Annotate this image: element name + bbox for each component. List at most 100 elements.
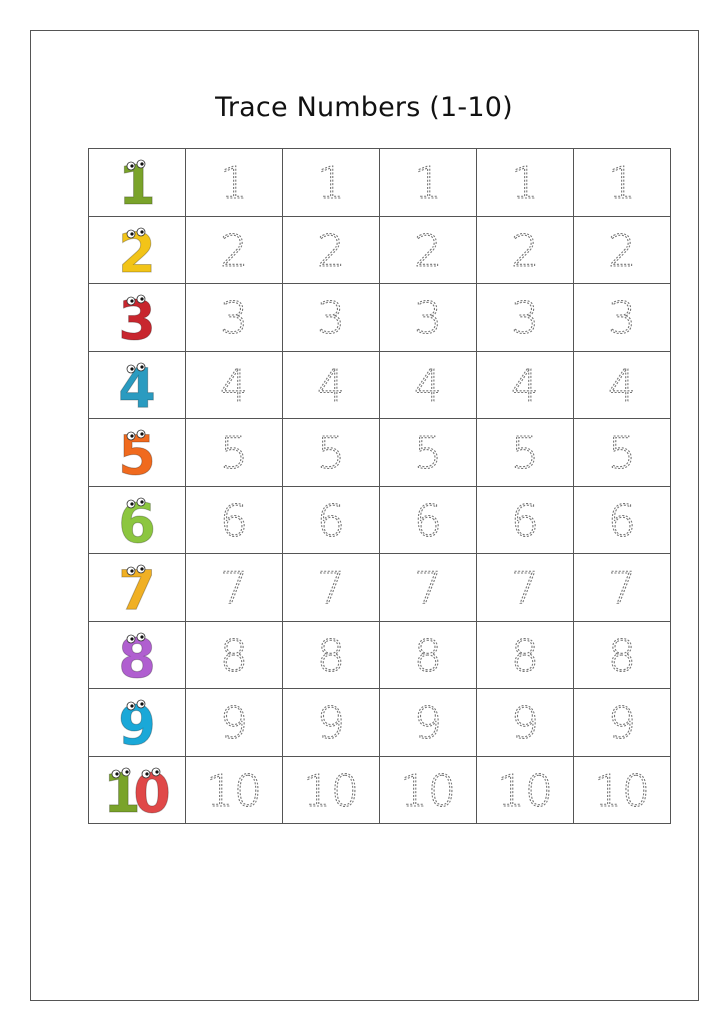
trace-cell[interactable]: 7 [476, 553, 574, 622]
dotted-trace-number: 6 [220, 496, 248, 547]
trace-cell[interactable]: 4 [573, 350, 671, 419]
trace-cell[interactable]: 2 [185, 215, 283, 284]
pupil [130, 502, 134, 506]
trace-cell[interactable]: 7 [282, 553, 380, 622]
table-row: 1 1 1 1 1 1 [88, 148, 671, 217]
dotted-trace-number: 6 [317, 496, 345, 547]
trace-cell[interactable]: 6 [379, 485, 477, 554]
dotted-trace-number: 10 [497, 766, 553, 817]
pupil [130, 164, 134, 168]
dotted-trace-number: 2 [220, 226, 248, 277]
dotted-trace-number: 5 [511, 428, 539, 479]
dotted-trace-number: 3 [317, 293, 345, 344]
monster-number-cell: 2 [88, 215, 186, 284]
table-row: 6 6 6 6 6 6 [88, 485, 671, 554]
dotted-trace-number: 8 [414, 631, 442, 682]
trace-cell[interactable]: 3 [573, 283, 671, 352]
trace-cell[interactable]: 3 [476, 283, 574, 352]
dotted-trace-number: 4 [511, 361, 539, 412]
table-row: 9 9 9 9 9 9 [88, 688, 671, 757]
table-row: 3 3 3 3 3 3 [88, 283, 671, 352]
table-row: 5 5 5 5 5 5 [88, 418, 671, 487]
trace-cell[interactable]: 8 [379, 620, 477, 689]
trace-cell[interactable]: 7 [185, 553, 283, 622]
trace-cell[interactable]: 3 [282, 283, 380, 352]
dotted-trace-number: 4 [414, 361, 442, 412]
pupil [130, 299, 134, 303]
trace-cell[interactable]: 8 [282, 620, 380, 689]
dotted-trace-number: 3 [220, 293, 248, 344]
trace-cell[interactable]: 5 [573, 418, 671, 487]
trace-cell[interactable]: 9 [379, 688, 477, 757]
trace-cell[interactable]: 10 [573, 755, 671, 824]
trace-cell[interactable]: 6 [476, 485, 574, 554]
trace-cell[interactable]: 9 [476, 688, 574, 757]
table-row: 1 0 10 10 10 10 10 [88, 755, 671, 824]
pupil [125, 770, 129, 774]
pupil [140, 230, 144, 234]
trace-cell[interactable]: 1 [573, 148, 671, 217]
trace-cell[interactable]: 9 [185, 688, 283, 757]
monster-number-icon: 3 [118, 289, 157, 348]
trace-cell[interactable]: 4 [282, 350, 380, 419]
trace-cell[interactable]: 10 [282, 755, 380, 824]
dotted-trace-number: 8 [317, 631, 345, 682]
trace-cell[interactable]: 5 [379, 418, 477, 487]
dotted-trace-number: 5 [220, 428, 248, 479]
trace-cell[interactable]: 1 [379, 148, 477, 217]
pupil [140, 500, 144, 504]
trace-cell[interactable]: 8 [185, 620, 283, 689]
trace-cell[interactable]: 5 [476, 418, 574, 487]
trace-cell[interactable]: 9 [282, 688, 380, 757]
trace-cell[interactable]: 2 [573, 215, 671, 284]
monster-digit: 4 [118, 357, 156, 415]
monster-number-icon: 10 [103, 761, 172, 820]
pupil [130, 637, 134, 641]
trace-cell[interactable]: 2 [379, 215, 477, 284]
dotted-trace-number: 8 [220, 631, 248, 682]
pupil [130, 569, 134, 573]
trace-cell[interactable]: 6 [282, 485, 380, 554]
trace-cell[interactable]: 2 [476, 215, 574, 284]
trace-cell[interactable]: 5 [282, 418, 380, 487]
monster-number-icon: 8 [118, 626, 157, 685]
trace-cell[interactable]: 8 [476, 620, 574, 689]
trace-cell[interactable]: 2 [282, 215, 380, 284]
monster-number-icon: 1 [118, 154, 157, 213]
dotted-trace-number: 1 [511, 158, 539, 209]
trace-cell[interactable]: 9 [573, 688, 671, 757]
dotted-trace-number: 1 [414, 158, 442, 209]
trace-cell[interactable]: 1 [185, 148, 283, 217]
trace-cell[interactable]: 4 [379, 350, 477, 419]
trace-cell[interactable]: 10 [185, 755, 283, 824]
dotted-trace-number: 4 [317, 361, 345, 412]
dotted-trace-number: 7 [220, 563, 248, 614]
trace-cell[interactable]: 8 [573, 620, 671, 689]
dotted-trace-number: 5 [317, 428, 345, 479]
dotted-trace-number: 3 [511, 293, 539, 344]
trace-cell[interactable]: 10 [379, 755, 477, 824]
trace-cell[interactable]: 4 [476, 350, 574, 419]
trace-cell[interactable]: 1 [476, 148, 574, 217]
trace-cell[interactable]: 3 [379, 283, 477, 352]
trace-cell[interactable]: 6 [185, 485, 283, 554]
dotted-trace-number: 7 [511, 563, 539, 614]
trace-cell[interactable]: 5 [185, 418, 283, 487]
trace-cell[interactable]: 4 [185, 350, 283, 419]
monster-number-icon: 7 [118, 559, 157, 618]
dotted-trace-number: 9 [608, 698, 636, 749]
trace-cell[interactable]: 7 [573, 553, 671, 622]
pupil [130, 434, 134, 438]
dotted-trace-number: 1 [317, 158, 345, 209]
trace-cell[interactable]: 10 [476, 755, 574, 824]
dotted-trace-number: 2 [608, 226, 636, 277]
trace-cell[interactable]: 7 [379, 553, 477, 622]
trace-cell[interactable]: 6 [573, 485, 671, 554]
pupil [140, 432, 144, 436]
dotted-trace-number: 9 [511, 698, 539, 749]
pupil [140, 702, 144, 706]
trace-cell[interactable]: 3 [185, 283, 283, 352]
trace-cell[interactable]: 1 [282, 148, 380, 217]
